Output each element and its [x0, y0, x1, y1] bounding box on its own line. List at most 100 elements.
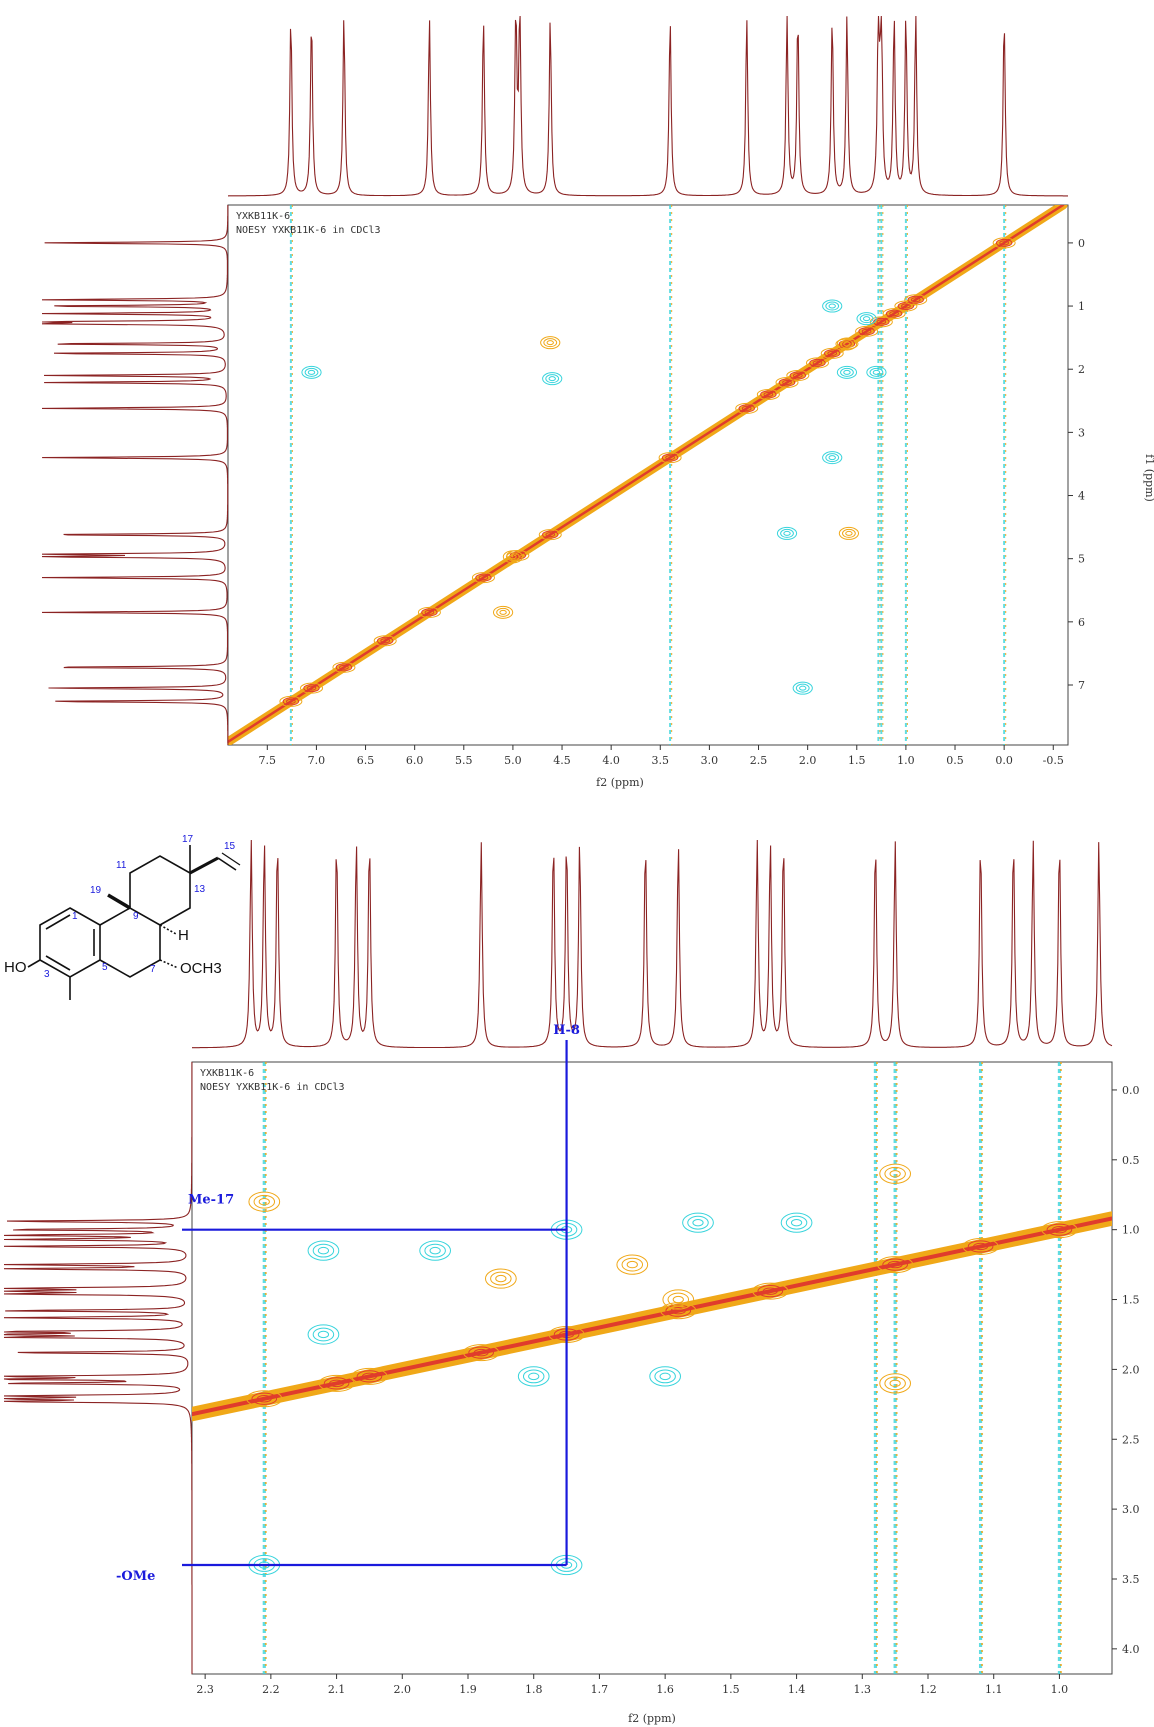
diagonal-peak-contour — [995, 238, 1013, 247]
atom-label-15: 15 — [224, 841, 236, 852]
diagonal-peak-contour — [782, 379, 792, 385]
positive-cross-peak — [889, 1170, 901, 1178]
negative-cross-peak — [869, 367, 884, 377]
positive-cross-peak — [492, 605, 514, 619]
x-tick-label: 5.0 — [504, 754, 522, 767]
negative-cross-peak — [822, 451, 843, 465]
diagonal-peak-contour — [763, 391, 774, 397]
diagonal-peak-contour — [475, 573, 492, 582]
diagonal-peak-contour — [999, 240, 1010, 246]
x-tick-label: 1.6 — [656, 1683, 674, 1696]
diagonal-peak-contour — [318, 1374, 355, 1392]
y-tick-label: 5 — [1078, 553, 1085, 566]
x-tick-label: 1.3 — [854, 1683, 872, 1696]
positive-cross-peak — [889, 1379, 901, 1388]
x-tick-label: 5.5 — [455, 754, 473, 767]
x-axis-ticks: 7.5 7.0 6.5 6.0 5.5 5.0 4.5 4.0 3.5 3.0 2.5 2.0 1.5 1… — [259, 745, 1064, 767]
positive-cross-peak — [543, 338, 558, 348]
diagonal-peak-contour — [992, 237, 1016, 249]
x-tick-label: 6.5 — [357, 754, 375, 767]
diagonal-peak-contour — [1051, 1225, 1067, 1234]
negative-cross-peak — [687, 1215, 709, 1230]
atom-label-11: 11 — [116, 860, 127, 871]
diagonal-peak-contour — [894, 300, 918, 312]
negative-cross-peak — [682, 1212, 714, 1233]
diagonal-peak-contour — [757, 1285, 784, 1298]
diagonal-peak-contour — [658, 452, 682, 464]
diagonal-peak-contour — [882, 308, 906, 320]
diagonal-peak-contour — [752, 1282, 789, 1300]
diagonal-peak-contour — [907, 295, 924, 304]
x-tick-label: 1.9 — [459, 1683, 477, 1696]
atom-label-17: 17 — [182, 834, 194, 845]
negative-cross-peak — [654, 1369, 676, 1384]
diagonal-core — [192, 1216, 1112, 1417]
positive-cross-peak — [845, 530, 853, 536]
positive-cross-peak — [484, 1268, 517, 1289]
positive-cross-peak — [499, 609, 507, 615]
diagonal-peak-contour — [889, 311, 900, 317]
diagonal-peak-contour — [356, 1370, 383, 1383]
negative-cross-peak — [795, 683, 810, 693]
diagonal-peak-contour — [332, 661, 356, 673]
y-tick-label: 4 — [1078, 490, 1085, 503]
diagonal-peak-contour — [876, 319, 887, 325]
y-tick-label: 1.0 — [1122, 1224, 1140, 1237]
diagonal-peak-contour — [973, 1242, 989, 1251]
y-tick-label: 1.5 — [1122, 1294, 1140, 1307]
y-axis-ticks: 0.0 0.5 1.0 1.5 2.0 2.5 3.0 3.5 4.0 — [1112, 1084, 1140, 1656]
diagonal-peak-contour — [380, 638, 391, 644]
diagonal-peak-contour — [279, 695, 303, 707]
positive-cross-peak — [490, 1271, 512, 1286]
diagonal-peak-contour — [361, 1372, 377, 1381]
atom-label-5: 5 — [102, 962, 108, 973]
atom-label-1: 1 — [72, 911, 78, 922]
negative-cross-peak — [825, 301, 840, 311]
negative-cross-peak — [542, 372, 563, 386]
diagonal-peak-contour — [471, 572, 495, 584]
diagonal-peak-contour — [251, 1392, 278, 1405]
negative-cross-peak — [862, 316, 871, 322]
correlation-annotations: H-8 Me-17 -OMe — [116, 1023, 580, 1584]
negative-cross-peak — [692, 1218, 704, 1227]
diagonal-peak-contour — [805, 357, 829, 369]
diagonal-peak-contour — [812, 360, 823, 366]
diagonal-peak-contour — [478, 575, 489, 581]
diagonal-peak-contour — [855, 325, 879, 337]
diagonal-peak-contour — [778, 378, 796, 387]
x-tick-label: 3.5 — [652, 754, 670, 767]
positive-cross-peak — [884, 1376, 906, 1391]
y-tick-label: 0.0 — [1122, 1084, 1140, 1097]
diagonal-peak-contour — [246, 1390, 283, 1408]
diagonal-peak-contour — [670, 1307, 686, 1315]
diagonal-peak-contour — [665, 1304, 692, 1317]
panel-expanded-region: YXKB11K-6 NOESY YXKB11K-6 in CDCl3 H-8 Me… — [3, 839, 1140, 1725]
diagonal-peak-contour — [741, 405, 752, 411]
diagonal-peak-contour — [900, 303, 911, 309]
negative-cross-peak — [424, 1243, 446, 1258]
x-tick-label: 1.1 — [985, 1683, 1003, 1696]
x-tick-label: 7.0 — [308, 754, 326, 767]
negative-cross-peak — [822, 299, 843, 313]
diagonal-peak-contour — [735, 402, 759, 414]
diagonal-peak-contour — [285, 698, 296, 704]
diagonal-peak-contour — [256, 1395, 272, 1403]
diagonal-peak-contour — [424, 609, 435, 615]
y-tick-label: 0.5 — [1122, 1154, 1140, 1167]
structure-labels: HO H OCH3 17 15 11 13 19 9 1 3 5 7 — [4, 834, 236, 980]
y-tick-label: 3 — [1078, 426, 1085, 439]
positive-cross-peak — [506, 552, 520, 562]
positive-cross-peak — [667, 1292, 690, 1307]
diagonal-peak-contour — [468, 1346, 494, 1359]
diagonal-peak-contour — [329, 1379, 345, 1388]
y-axis-ticks: 0 1 2 3 4 5 6 7 — [1068, 237, 1085, 692]
negative-cross-peak — [548, 376, 556, 382]
diagonal-peak-contour — [861, 328, 872, 334]
diagonal-peak-contour — [1041, 1221, 1078, 1239]
positive-cross-peak — [616, 1254, 649, 1275]
negative-cross-peak — [429, 1246, 441, 1255]
atom-label-3: 3 — [44, 969, 50, 980]
plot-frame — [191, 1061, 1113, 1675]
diagonal-peak-contour — [877, 1256, 914, 1274]
